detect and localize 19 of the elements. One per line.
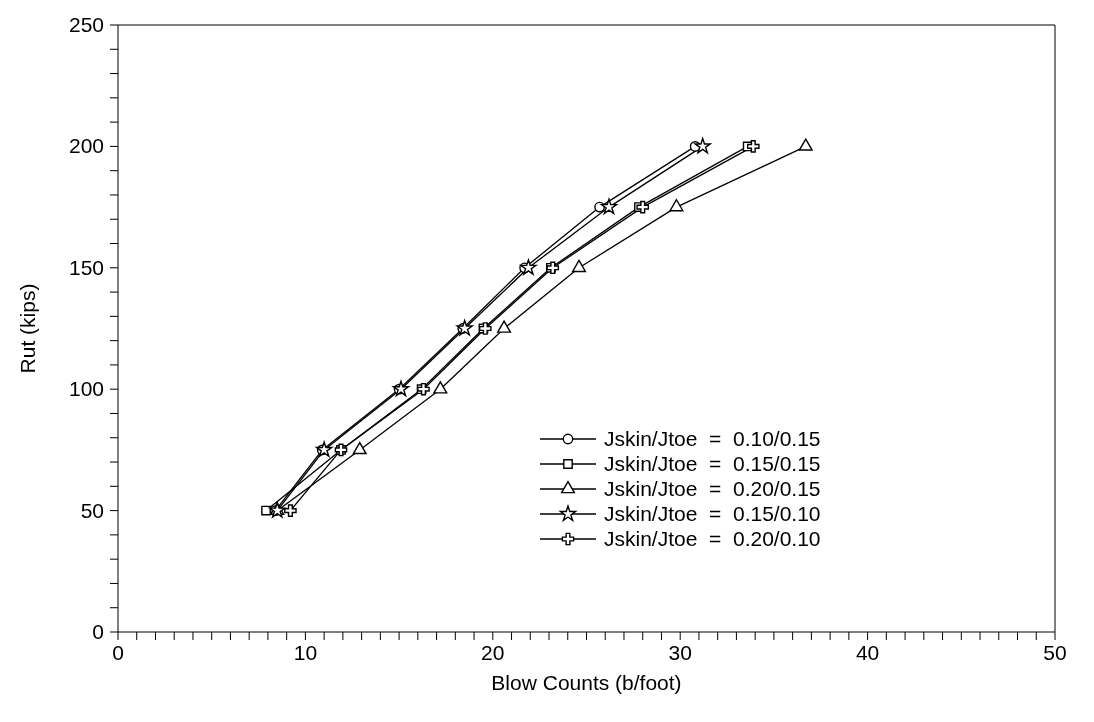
y-axis-title: Rut (kips) xyxy=(16,283,40,374)
x-tick-label: 20 xyxy=(481,641,505,664)
y-tick-label: 0 xyxy=(92,620,104,643)
x-tick-label: 30 xyxy=(668,641,692,664)
legend-label: Jskin/Jtoe = 0.20/0.10 xyxy=(604,526,821,551)
y-tick-label: 200 xyxy=(68,134,104,158)
y-tick-label: 150 xyxy=(68,255,104,279)
x-tick-label: 10 xyxy=(293,641,318,664)
x-axis-title: Blow Counts (b/foot) xyxy=(491,671,682,694)
legend-label: Jskin/Jtoe = 0.15/0.15 xyxy=(604,451,821,476)
x-tick-label: 40 xyxy=(855,641,880,664)
x-tick-label: 50 xyxy=(1043,641,1067,664)
y-tick-label: 250 xyxy=(68,13,104,36)
y-tick-label: 50 xyxy=(80,498,104,522)
x-tick-label: 0 xyxy=(112,641,124,664)
legend-label: Jskin/Jtoe = 0.20/0.15 xyxy=(604,476,821,501)
y-tick-label: 100 xyxy=(68,377,104,401)
legend-label: Jskin/Jtoe = 0.15/0.10 xyxy=(604,501,821,526)
legend-label: Jskin/Jtoe = 0.10/0.15 xyxy=(604,426,821,451)
